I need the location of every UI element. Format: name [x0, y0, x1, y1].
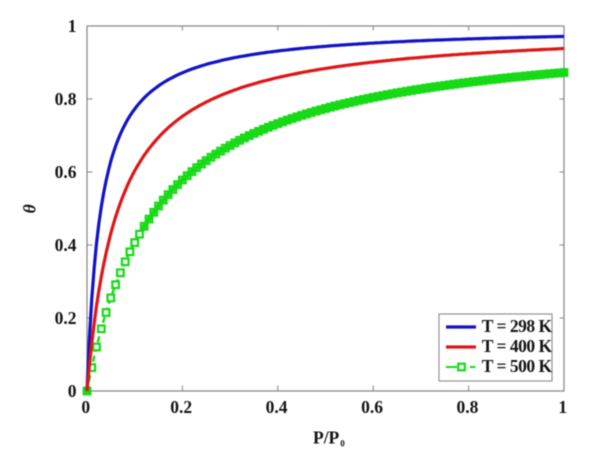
svg-text:0.2: 0.2: [170, 397, 192, 417]
svg-text:0.6: 0.6: [55, 162, 77, 182]
svg-text:θ: θ: [20, 204, 40, 213]
svg-text:T = 500 K: T = 500 K: [482, 356, 553, 376]
svg-text:0.6: 0.6: [361, 397, 383, 417]
svg-text:0.4: 0.4: [266, 397, 288, 417]
svg-text:P/P0: P/P0: [313, 428, 345, 449]
svg-text:0.8: 0.8: [456, 397, 478, 417]
svg-text:0: 0: [68, 381, 77, 401]
svg-text:0.4: 0.4: [55, 235, 77, 255]
svg-text:1: 1: [68, 16, 77, 36]
svg-text:0.8: 0.8: [55, 89, 77, 109]
svg-text:T = 400 K: T = 400 K: [482, 336, 553, 356]
svg-text:T = 298 K: T = 298 K: [482, 316, 553, 336]
svg-text:1: 1: [558, 397, 567, 417]
svg-text:0.2: 0.2: [55, 308, 77, 328]
svg-text:0: 0: [81, 397, 90, 417]
